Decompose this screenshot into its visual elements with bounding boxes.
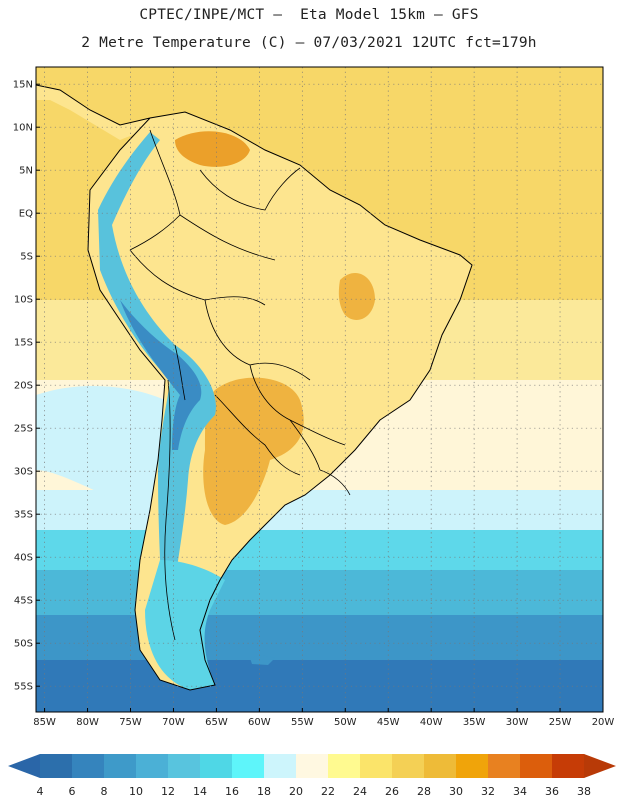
colorbar-swatch — [200, 754, 233, 778]
lat-label: 25S — [14, 424, 33, 435]
colorbar-swatch — [264, 754, 297, 778]
lon-label: 60W — [248, 717, 271, 728]
lon-label: 85W — [33, 717, 56, 728]
longitude-labels: 85W 80W 75W 70W 65W 60W 55W 50W 45W 40W 35W 30W 25W 2… — [33, 708, 614, 728]
lat-label: 50S — [14, 639, 33, 650]
colorbar-label: 14 — [193, 785, 207, 798]
colorbar-swatch — [168, 754, 201, 778]
colorbar-swatch — [232, 754, 265, 778]
colorbar-labels: 4 6 8 10 12 14 16 18 20 22 24 26 28 30 32 34 36 38 — [37, 785, 592, 798]
lat-label: 10S — [14, 295, 33, 306]
lat-label: 15S — [14, 338, 33, 349]
colorbar-label: 36 — [545, 785, 559, 798]
hot-north-venezuela — [175, 131, 250, 167]
colorbar-swatches — [40, 754, 585, 778]
colorbar-label: 16 — [225, 785, 239, 798]
graticule — [36, 67, 603, 712]
lon-label: 20W — [592, 717, 615, 728]
lon-label: 45W — [377, 717, 400, 728]
ocean-cold-band — [36, 570, 603, 620]
colorbar-label: 34 — [513, 785, 527, 798]
lon-label: 75W — [119, 717, 142, 728]
colorbar-label: 6 — [69, 785, 76, 798]
colorbar-label: 30 — [449, 785, 463, 798]
andes-cold-deep — [120, 300, 202, 450]
lat-label: 20S — [14, 381, 33, 392]
pacific-cool-tongue — [36, 385, 165, 520]
colorbar-left-arrow — [8, 754, 40, 778]
lon-label: 55W — [291, 717, 314, 728]
coastline — [36, 84, 473, 691]
map-title-line-1: CPTEC/INPE/MCT – Eta Model 15km – GFS — [139, 7, 479, 23]
colorbar-swatch — [360, 754, 393, 778]
colorbar-label: 4 — [37, 785, 44, 798]
colorbar-right-arrow — [584, 754, 616, 778]
map-title-line-2: 2 Metre Temperature (C) – 07/03/2021 12U… — [81, 35, 537, 51]
lat-label: 5N — [19, 166, 33, 177]
andes-cold-spine — [98, 132, 216, 600]
colorbar-swatch — [72, 754, 105, 778]
ocean-cool-band-2 — [36, 530, 603, 575]
latitude-labels: 15N 10N 5N EQ 5S 10S 15S 20S 25S 30S 35S 40S 45S 50S 5… — [13, 80, 40, 693]
central-america-land — [36, 85, 150, 140]
colorbar-label: 12 — [161, 785, 175, 798]
colorbar-swatch — [488, 754, 521, 778]
lat-label: 35S — [14, 510, 33, 521]
lat-label: 15N — [13, 80, 33, 91]
lon-label: 80W — [76, 717, 99, 728]
colorbar-label: 10 — [129, 785, 143, 798]
country-borders — [129, 129, 351, 641]
map-frame — [35, 66, 604, 713]
colorbar-swatch — [456, 754, 489, 778]
colorbar-swatch — [520, 754, 553, 778]
lon-label: 25W — [549, 717, 572, 728]
colorbar-label: 8 — [101, 785, 108, 798]
colorbar-label: 26 — [385, 785, 399, 798]
colorbar-label: 20 — [289, 785, 303, 798]
hot-ne-brazil — [338, 272, 375, 320]
lat-label: 5S — [20, 252, 33, 263]
colorbar-label: 38 — [577, 785, 591, 798]
colorbar-label: 24 — [353, 785, 367, 798]
lat-label: 10N — [13, 123, 33, 134]
ocean-coldest-band — [36, 660, 603, 712]
ocean-colder-band — [36, 615, 603, 665]
lon-label: 35W — [463, 717, 486, 728]
colorbar-swatch — [104, 754, 137, 778]
colorbar-swatch — [552, 754, 585, 778]
lat-label: 40S — [14, 553, 33, 564]
falkland-islands — [250, 655, 275, 665]
lon-label: 70W — [162, 717, 185, 728]
colorbar-swatch — [392, 754, 425, 778]
lat-label: 55S — [14, 682, 33, 693]
lon-label: 40W — [420, 717, 443, 728]
colorbar-swatch — [296, 754, 329, 778]
lat-label: 45S — [14, 596, 33, 607]
colorbar-label: 22 — [321, 785, 335, 798]
lat-label: 30S — [14, 467, 33, 478]
lon-label: 30W — [506, 717, 529, 728]
lat-label: EQ — [19, 209, 33, 220]
lon-label: 65W — [205, 717, 228, 728]
colorbar-swatch — [136, 754, 169, 778]
colorbar-label: 32 — [481, 785, 495, 798]
lon-label: 50W — [334, 717, 357, 728]
colorbar-swatch — [424, 754, 457, 778]
map-field — [36, 67, 603, 712]
colorbar-label: 18 — [257, 785, 271, 798]
colorbar: 4 6 8 10 12 14 16 18 20 22 24 26 28 30 32 34 36 38 — [8, 754, 616, 798]
hot-interior-chaco — [203, 377, 304, 525]
colorbar-swatch — [328, 754, 361, 778]
colorbar-label: 28 — [417, 785, 431, 798]
colorbar-swatch — [40, 754, 73, 778]
